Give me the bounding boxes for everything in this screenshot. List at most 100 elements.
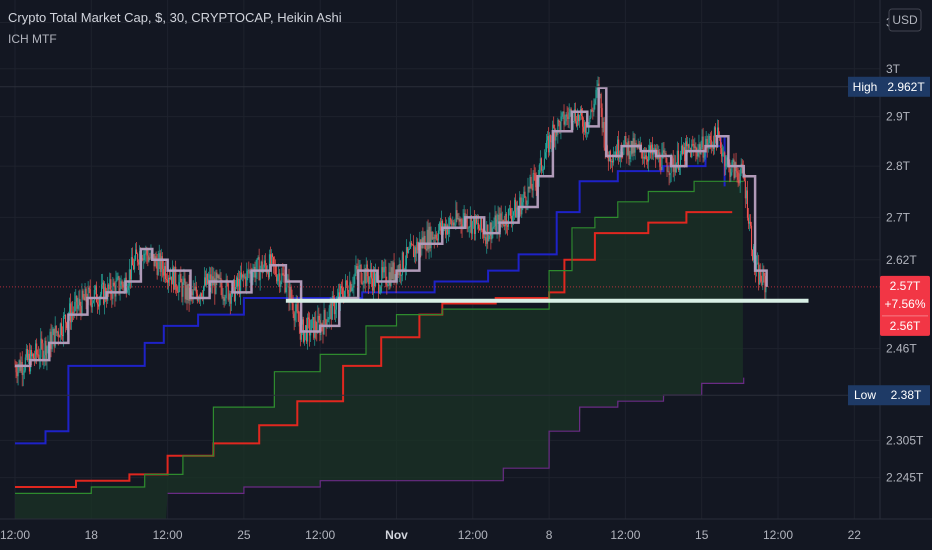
candle-body	[299, 326, 301, 340]
candle-body	[292, 303, 294, 315]
candle-body	[160, 256, 162, 272]
candle-body	[156, 262, 158, 275]
candle-body	[308, 317, 310, 319]
candle-body	[753, 246, 755, 261]
indicator-label[interactable]: ICH MTF	[8, 32, 57, 46]
candle-body	[114, 285, 116, 297]
candle-body	[666, 162, 668, 172]
candle-body	[133, 265, 135, 270]
candle-body	[369, 270, 371, 278]
candle-body	[166, 279, 168, 283]
candle-body	[17, 367, 19, 377]
candle-body	[569, 109, 571, 113]
candle-body	[402, 252, 404, 271]
candle-body	[76, 295, 78, 309]
candle-body	[163, 266, 165, 276]
candle-body	[70, 303, 72, 323]
candle-body	[698, 144, 700, 150]
candle-body	[79, 299, 81, 306]
candle-body	[205, 277, 207, 285]
candle-body	[642, 156, 644, 159]
candle-body	[505, 214, 507, 226]
candle-body	[634, 142, 636, 153]
candle-body	[275, 265, 277, 275]
candle-body	[657, 150, 659, 159]
candle-body	[590, 109, 592, 118]
candle-body	[488, 235, 490, 242]
high-tag-label-box	[848, 76, 882, 97]
candle-body	[360, 265, 362, 283]
candle-body	[705, 138, 707, 146]
red-line	[15, 211, 733, 488]
candle-body	[337, 292, 339, 297]
candle-body	[222, 297, 224, 298]
candle-body	[259, 268, 261, 281]
candle-body	[740, 163, 742, 174]
candle-body	[134, 259, 136, 270]
price-tick-label: 2.7T	[886, 210, 911, 224]
candle-body	[227, 283, 229, 300]
candle-body	[682, 145, 684, 154]
candle-body	[522, 197, 524, 203]
candle-body	[439, 222, 441, 231]
time-tick-label: Nov	[385, 528, 408, 542]
candle-body	[561, 113, 563, 117]
candle-body	[576, 114, 578, 127]
time-tick-label: 18	[85, 528, 99, 542]
current-price-tag[interactable]	[880, 275, 930, 336]
candle-body	[289, 286, 291, 302]
candle-body	[645, 155, 647, 160]
candle-body	[408, 248, 410, 253]
candle-body	[648, 152, 650, 162]
candle-body	[71, 311, 73, 323]
second-price-label: 2.56T	[890, 319, 921, 333]
candle-body	[397, 269, 399, 275]
candle-body	[457, 218, 459, 220]
candle-body	[760, 269, 762, 282]
candle-body	[34, 358, 36, 360]
candle-body	[176, 286, 178, 291]
candle-body	[87, 287, 89, 305]
candle-body	[109, 279, 111, 290]
candle-body	[325, 319, 327, 328]
candle-body	[168, 277, 170, 283]
candle-body	[272, 254, 274, 258]
candle-body	[545, 152, 547, 159]
candle-body	[703, 156, 705, 158]
candle-body	[438, 222, 440, 231]
candle-body	[543, 158, 545, 169]
time-axis[interactable]: 12:00 18 12:00 25 12:00 Nov 12:00 8 12:00 15 12:00…	[0, 518, 932, 550]
candle-body	[46, 346, 48, 359]
candle-body	[440, 220, 442, 231]
candle-body	[743, 174, 745, 182]
candle-body	[400, 275, 402, 276]
candle-body	[454, 224, 456, 226]
candle-body	[714, 127, 716, 138]
candle-body	[354, 273, 356, 277]
candle-body	[332, 296, 334, 298]
candle-body	[573, 109, 575, 122]
candle-body	[449, 217, 451, 227]
candle-body	[113, 282, 115, 286]
candle-body	[427, 229, 429, 250]
candle-body	[549, 135, 551, 153]
candle-body	[462, 219, 464, 228]
currency-box[interactable]	[888, 8, 922, 32]
candle-body	[142, 258, 144, 261]
candle-body	[303, 330, 305, 342]
candle-body	[171, 276, 173, 285]
candle-body	[476, 215, 478, 224]
candle-body	[693, 144, 695, 149]
candle-body	[547, 136, 549, 141]
current-price-label: 2.57T	[890, 279, 921, 293]
candle-body	[750, 221, 752, 226]
candle-body	[50, 331, 52, 350]
candle-body	[455, 210, 457, 225]
candle-body	[459, 219, 461, 222]
candle-body	[368, 277, 370, 284]
symbol-title[interactable]: Crypto Total Market Cap, $, 30, CRYPTOCA…	[8, 10, 342, 25]
candle-body	[461, 224, 463, 228]
candle-body	[270, 254, 272, 266]
candle-body	[451, 220, 453, 226]
